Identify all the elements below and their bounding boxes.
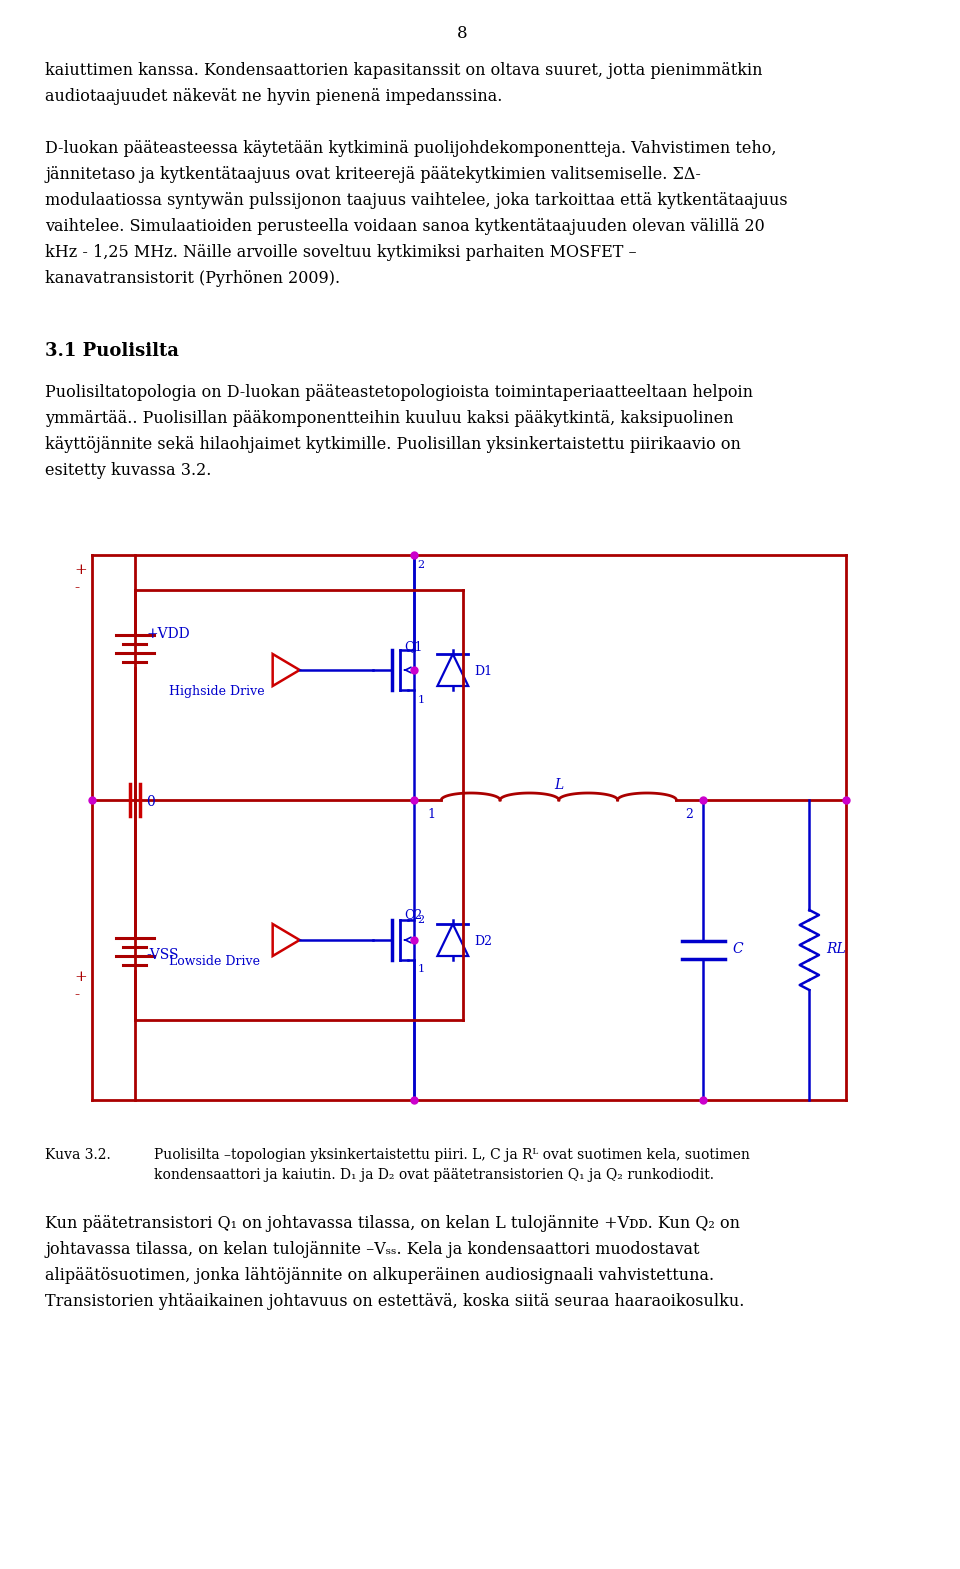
Text: Kuva 3.2.: Kuva 3.2. xyxy=(45,1149,111,1163)
Text: Highside Drive: Highside Drive xyxy=(169,686,264,698)
Text: +: + xyxy=(74,563,87,577)
Text: -VSS: -VSS xyxy=(147,948,179,962)
Text: RL: RL xyxy=(827,941,847,956)
Text: esitetty kuvassa 3.2.: esitetty kuvassa 3.2. xyxy=(45,461,211,479)
Text: -: - xyxy=(74,581,80,595)
Text: D1: D1 xyxy=(474,665,492,678)
Text: D2: D2 xyxy=(474,935,492,948)
Text: 1: 1 xyxy=(427,808,436,821)
Text: Transistorien yhtäaikainen johtavuus on estettävä, koska siitä seuraa haaraoikos: Transistorien yhtäaikainen johtavuus on … xyxy=(45,1293,745,1310)
Text: kondensaattori ja kaiutin. D₁ ja D₂ ovat päätetransistorien Q₁ ja Q₂ runkodiodit: kondensaattori ja kaiutin. D₁ ja D₂ ovat… xyxy=(155,1167,714,1181)
Text: L: L xyxy=(554,778,564,792)
Text: Q1: Q1 xyxy=(405,640,423,653)
Text: kHz - 1,25 MHz. Näille arvoille soveltuu kytkimiksi parhaiten MOSFET –: kHz - 1,25 MHz. Näille arvoille soveltuu… xyxy=(45,245,636,260)
Text: 2: 2 xyxy=(684,808,693,821)
Text: C: C xyxy=(732,941,743,956)
Text: 2: 2 xyxy=(418,560,424,570)
Text: 8: 8 xyxy=(457,25,468,42)
Text: 1: 1 xyxy=(418,963,424,974)
Text: Puolisilta –topologian yksinkertaistettu piiri. L, C ja Rᴸ ovat suotimen kela, s: Puolisilta –topologian yksinkertaistettu… xyxy=(155,1149,750,1163)
Text: Puolisiltatopologia on D-luokan pääteastetopologioista toimintaperiaatteeltaan h: Puolisiltatopologia on D-luokan pääteast… xyxy=(45,384,754,402)
Text: Q2: Q2 xyxy=(405,908,423,921)
Text: Lowside Drive: Lowside Drive xyxy=(169,956,259,968)
Text: +: + xyxy=(74,970,87,984)
Text: -: - xyxy=(74,988,80,1003)
Text: Kun päätetransistori Q₁ on johtavassa tilassa, on kelan L tulojännite +Vᴅᴅ. Kun : Kun päätetransistori Q₁ on johtavassa ti… xyxy=(45,1214,740,1232)
Text: +VDD: +VDD xyxy=(147,628,190,642)
Text: modulaatiossa syntywän pulssijonon taajuus vaihtelee, joka tarkoittaa että kytke: modulaatiossa syntywän pulssijonon taaju… xyxy=(45,191,788,209)
Text: jännitetaso ja kytkentätaajuus ovat kriteerejä päätekytkimien valitsemiselle. ΣΔ: jännitetaso ja kytkentätaajuus ovat krit… xyxy=(45,166,701,184)
Text: johtavassa tilassa, on kelan tulojännite –Vₛₛ. Kela ja kondensaattori muodostava: johtavassa tilassa, on kelan tulojännite… xyxy=(45,1241,700,1258)
Text: kaiuttimen kanssa. Kondensaattorien kapasitanssit on oltava suuret, jotta pienim: kaiuttimen kanssa. Kondensaattorien kapa… xyxy=(45,63,763,78)
Text: käyttöjännite sekä hilaohjaimet kytkimille. Puolisillan yksinkertaistettu piirik: käyttöjännite sekä hilaohjaimet kytkimil… xyxy=(45,436,741,453)
Text: alipäätösuotimen, jonka lähtöjännite on alkuperäinen audiosignaali vahvistettuna: alipäätösuotimen, jonka lähtöjännite on … xyxy=(45,1268,714,1283)
Text: 1: 1 xyxy=(418,695,424,704)
Text: kanavatransistorit (Pyrhönen 2009).: kanavatransistorit (Pyrhönen 2009). xyxy=(45,270,341,287)
Text: D-luokan pääteasteessa käytetään kytkiminä puolijohdekomponentteja. Vahvistimen : D-luokan pääteasteessa käytetään kytkimi… xyxy=(45,140,777,157)
Text: vaihtelee. Simulaatioiden perusteella voidaan sanoa kytkentätaajuuden olevan väl: vaihtelee. Simulaatioiden perusteella vo… xyxy=(45,218,765,235)
Text: audiotaajuudet näkevät ne hyvin pienenä impedanssina.: audiotaajuudet näkevät ne hyvin pienenä … xyxy=(45,88,503,105)
Text: 0: 0 xyxy=(147,795,156,810)
Text: 3.1 Puolisilta: 3.1 Puolisilta xyxy=(45,342,180,359)
Text: ymmärtää.. Puolisillan pääkomponentteihin kuuluu kaksi pääkytkintä, kaksipuoline: ymmärtää.. Puolisillan pääkomponentteihi… xyxy=(45,410,733,427)
Text: 2: 2 xyxy=(418,915,424,926)
